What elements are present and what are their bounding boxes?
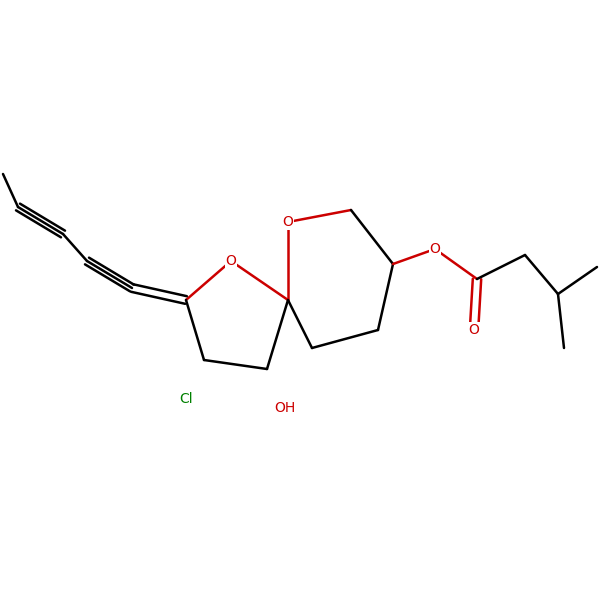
Text: O: O (226, 254, 236, 268)
Text: O: O (469, 323, 479, 337)
Text: Cl: Cl (179, 392, 193, 406)
Text: O: O (430, 242, 440, 256)
Text: OH: OH (274, 401, 296, 415)
Text: O: O (283, 215, 293, 229)
